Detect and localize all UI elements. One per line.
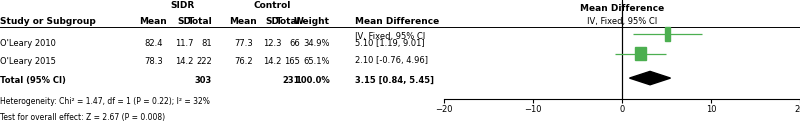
Text: IV, Fixed, 95% CI: IV, Fixed, 95% CI — [355, 32, 426, 41]
Text: O'Leary 2010: O'Leary 2010 — [0, 39, 56, 48]
Text: SIDR: SIDR — [170, 1, 195, 10]
Text: 34.9%: 34.9% — [303, 39, 330, 48]
Text: 231: 231 — [282, 76, 300, 85]
Text: 303: 303 — [195, 76, 212, 85]
Text: 3.15 [0.84, 5.45]: 3.15 [0.84, 5.45] — [355, 76, 434, 85]
Text: Heterogeneity: Chi² = 1.47, df = 1 (P = 0.22); I² = 32%: Heterogeneity: Chi² = 1.47, df = 1 (P = … — [0, 97, 210, 106]
Text: Mean Difference: Mean Difference — [355, 17, 439, 26]
Text: Weight: Weight — [294, 17, 330, 26]
Polygon shape — [630, 71, 670, 85]
Text: Total (95% CI): Total (95% CI) — [0, 76, 66, 85]
Text: Mean Difference: Mean Difference — [580, 4, 664, 13]
Text: 222: 222 — [197, 56, 212, 66]
Text: 5.10 [1.19, 9.01]: 5.10 [1.19, 9.01] — [355, 39, 425, 48]
Bar — [665, 27, 670, 41]
Text: 65.1%: 65.1% — [303, 56, 330, 66]
Text: 14.2: 14.2 — [263, 56, 282, 66]
Text: 78.3: 78.3 — [144, 56, 162, 66]
Text: SD: SD — [178, 17, 191, 26]
Text: 77.3: 77.3 — [234, 39, 253, 48]
Bar — [635, 47, 646, 60]
Text: IV, Fixed, 95% CI: IV, Fixed, 95% CI — [587, 17, 657, 26]
Text: Mean: Mean — [230, 17, 257, 26]
Text: 66: 66 — [290, 39, 300, 48]
Text: 12.3: 12.3 — [263, 39, 282, 48]
Text: 165: 165 — [284, 56, 300, 66]
Text: Study or Subgroup: Study or Subgroup — [0, 17, 96, 26]
Text: Total: Total — [275, 17, 300, 26]
Text: Test for overall effect: Z = 2.67 (P = 0.008): Test for overall effect: Z = 2.67 (P = 0… — [0, 113, 165, 122]
Text: 2.10 [-0.76, 4.96]: 2.10 [-0.76, 4.96] — [355, 56, 428, 66]
Text: 81: 81 — [202, 39, 212, 48]
Text: 100.0%: 100.0% — [294, 76, 330, 85]
Text: O'Leary 2015: O'Leary 2015 — [0, 56, 56, 66]
Text: 76.2: 76.2 — [234, 56, 253, 66]
Text: 11.7: 11.7 — [175, 39, 194, 48]
Text: SD: SD — [266, 17, 280, 26]
Text: Mean: Mean — [139, 17, 167, 26]
Text: Control: Control — [253, 1, 290, 10]
Text: 14.2: 14.2 — [175, 56, 194, 66]
Text: 82.4: 82.4 — [144, 39, 162, 48]
Text: Total: Total — [187, 17, 212, 26]
